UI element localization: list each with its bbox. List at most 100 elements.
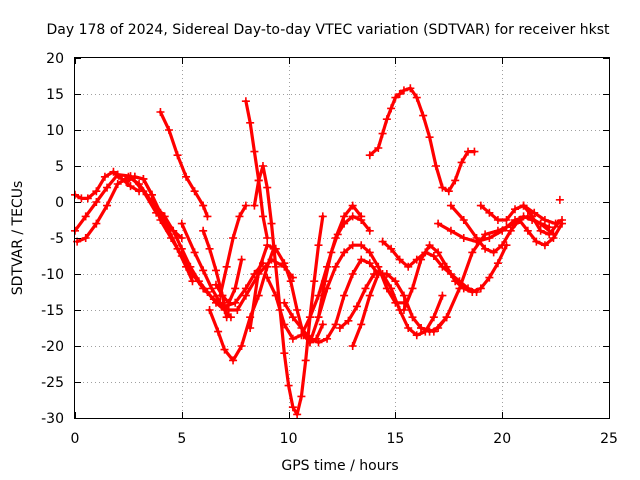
data-point bbox=[468, 248, 477, 257]
data-point bbox=[164, 226, 173, 235]
data-point bbox=[395, 90, 404, 98]
data-point bbox=[408, 313, 417, 322]
data-point bbox=[417, 255, 426, 264]
data-point bbox=[229, 234, 238, 242]
data-point bbox=[438, 183, 447, 192]
series-arc-e bbox=[130, 172, 197, 286]
plot-frame bbox=[74, 57, 610, 419]
data-point bbox=[113, 180, 122, 188]
data-point bbox=[425, 241, 434, 250]
data-point bbox=[205, 244, 214, 253]
y-axis-label: SDTVAR / TECUs bbox=[10, 181, 26, 296]
data-point bbox=[344, 316, 353, 325]
data-point bbox=[254, 266, 263, 275]
data-point bbox=[231, 284, 240, 293]
data-point bbox=[523, 226, 532, 235]
data-point bbox=[429, 313, 438, 322]
data-point bbox=[340, 219, 349, 228]
data-point bbox=[335, 324, 344, 332]
data-point bbox=[199, 226, 208, 235]
data-point bbox=[399, 306, 408, 314]
series-arc-k bbox=[216, 201, 250, 300]
data-point bbox=[485, 208, 494, 217]
data-point bbox=[293, 306, 302, 314]
data-point bbox=[498, 241, 507, 250]
data-point bbox=[333, 230, 342, 239]
data-point bbox=[519, 201, 528, 210]
series-line bbox=[133, 175, 195, 283]
data-point bbox=[305, 313, 314, 322]
data-point bbox=[374, 270, 383, 278]
data-point bbox=[429, 327, 438, 336]
data-point bbox=[113, 170, 122, 179]
data-point bbox=[502, 216, 511, 224]
data-point bbox=[387, 244, 396, 253]
data-point bbox=[540, 216, 549, 224]
data-point bbox=[327, 248, 336, 257]
data-point bbox=[182, 172, 191, 181]
series-line bbox=[218, 204, 248, 298]
data-point bbox=[271, 262, 280, 271]
series-arc-l bbox=[241, 97, 272, 242]
y-tick-label: 20 bbox=[46, 51, 64, 67]
data-point bbox=[199, 266, 208, 275]
data-point bbox=[323, 334, 332, 343]
data-point bbox=[532, 237, 541, 246]
x-tick-label: 20 bbox=[493, 431, 511, 447]
data-point bbox=[374, 144, 383, 152]
data-point bbox=[263, 273, 272, 282]
data-point bbox=[190, 248, 199, 257]
data-point bbox=[536, 226, 545, 235]
data-point bbox=[92, 198, 101, 206]
data-point bbox=[216, 291, 225, 300]
series-line bbox=[158, 110, 209, 218]
data-point bbox=[378, 129, 387, 138]
series-arc-ac bbox=[555, 195, 564, 204]
data-point bbox=[476, 201, 485, 210]
data-point bbox=[506, 226, 515, 235]
data-point bbox=[555, 195, 564, 204]
data-point bbox=[241, 97, 250, 106]
data-point bbox=[391, 93, 400, 102]
data-point bbox=[408, 284, 417, 293]
data-point bbox=[446, 226, 455, 235]
y-tick-labels: -30 -25 -20 -15 -10 -5 0 5 10 15 20 bbox=[41, 51, 64, 427]
data-point bbox=[419, 111, 428, 120]
data-point bbox=[481, 244, 490, 253]
data-point bbox=[263, 183, 272, 192]
y-tick-label: 5 bbox=[55, 159, 64, 175]
data-point bbox=[280, 349, 289, 358]
data-point bbox=[126, 182, 135, 191]
data-point bbox=[147, 190, 156, 199]
data-point bbox=[387, 284, 396, 293]
data-point bbox=[237, 255, 246, 264]
data-point bbox=[352, 302, 361, 311]
data-point bbox=[489, 248, 498, 257]
data-point bbox=[348, 342, 357, 350]
data-point bbox=[365, 291, 374, 300]
data-point bbox=[233, 306, 242, 314]
data-point bbox=[348, 201, 357, 210]
y-tick-label: -30 bbox=[41, 411, 64, 427]
data-point bbox=[211, 266, 220, 275]
data-point bbox=[361, 284, 370, 293]
data-point bbox=[451, 176, 460, 185]
data-point bbox=[135, 180, 144, 188]
data-point bbox=[399, 86, 408, 95]
series-line bbox=[282, 258, 380, 344]
data-point bbox=[442, 313, 451, 322]
data-point bbox=[164, 126, 173, 134]
data-point bbox=[263, 241, 272, 250]
grid bbox=[75, 58, 609, 418]
data-point bbox=[203, 212, 212, 221]
data-point bbox=[444, 187, 453, 196]
x-tick-labels: 0 5 10 15 20 25 bbox=[71, 431, 618, 447]
data-point bbox=[399, 291, 408, 300]
data-point bbox=[310, 277, 319, 286]
data-point bbox=[314, 241, 323, 250]
data-point bbox=[515, 216, 524, 224]
data-point bbox=[280, 259, 289, 268]
x-tick-label: 10 bbox=[280, 431, 298, 447]
data-point bbox=[365, 151, 374, 160]
data-point bbox=[246, 118, 255, 127]
